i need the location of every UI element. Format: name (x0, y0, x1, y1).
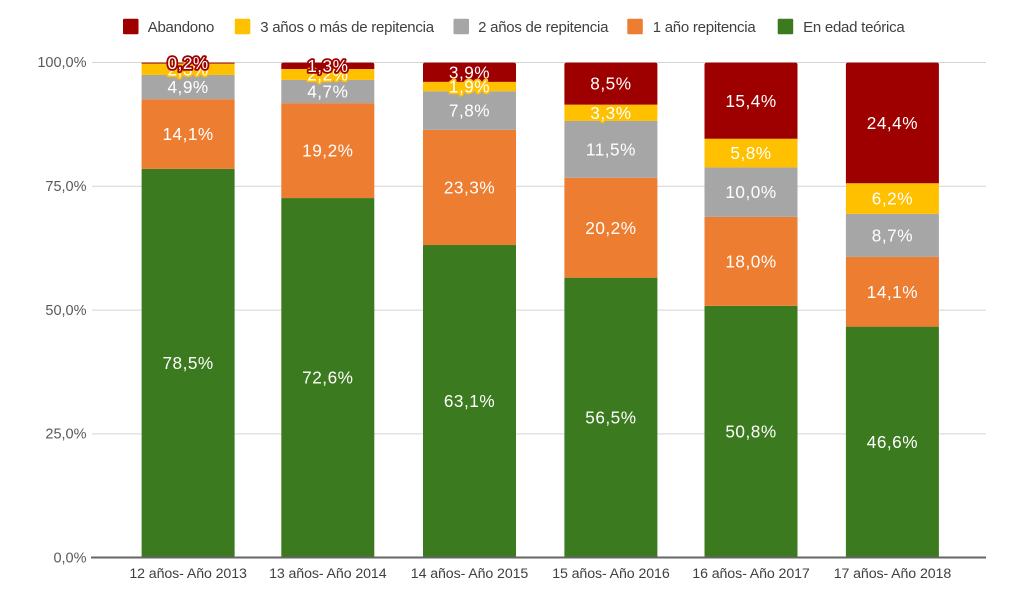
svg-text:11,5%: 11,5% (586, 140, 636, 160)
svg-text:En edad teórica: En edad teórica (803, 19, 905, 36)
svg-text:3 años o más de repitencia: 3 años o más de repitencia (260, 19, 435, 36)
svg-text:14,1%: 14,1% (162, 124, 213, 144)
svg-text:8,5%: 8,5% (590, 74, 631, 94)
svg-text:7,8%: 7,8% (449, 101, 490, 121)
svg-text:78,5%: 78,5% (162, 353, 213, 373)
svg-text:19,2%: 19,2% (302, 141, 353, 161)
svg-text:4,7%: 4,7% (307, 82, 348, 102)
svg-text:23,3%: 23,3% (444, 178, 495, 198)
svg-text:50,8%: 50,8% (725, 422, 776, 442)
svg-text:100,0%: 100,0% (37, 55, 86, 71)
svg-text:12 años- Año 2013: 12 años- Año 2013 (129, 566, 247, 582)
svg-text:8,7%: 8,7% (872, 226, 913, 246)
svg-text:0,0%: 0,0% (53, 550, 86, 566)
svg-text:56,5%: 56,5% (585, 407, 636, 427)
svg-text:2,3%: 2,3% (168, 59, 209, 79)
svg-text:Abandono: Abandono (148, 19, 214, 36)
svg-text:15,4%: 15,4% (725, 91, 776, 111)
svg-text:1,9%: 1,9% (449, 77, 490, 97)
svg-text:3,3%: 3,3% (590, 103, 631, 123)
svg-text:13 años- Año 2014: 13 años- Año 2014 (269, 566, 387, 582)
svg-text:0,2%: 0,2% (168, 53, 209, 73)
svg-text:63,1%: 63,1% (444, 391, 495, 411)
svg-text:18,0%: 18,0% (725, 251, 776, 271)
svg-text:6,2%: 6,2% (872, 189, 913, 209)
svg-text:72,6%: 72,6% (302, 368, 353, 388)
svg-text:14,1%: 14,1% (867, 282, 918, 302)
svg-text:10,0%: 10,0% (725, 182, 776, 202)
svg-text:2,2%: 2,2% (307, 65, 348, 85)
svg-text:20,2%: 20,2% (585, 218, 636, 238)
svg-text:3,9%: 3,9% (449, 62, 490, 82)
svg-text:1 año repitencia: 1 año repitencia (653, 19, 757, 36)
svg-text:46,6%: 46,6% (867, 432, 918, 452)
svg-text:16 años- Año 2017: 16 años- Año 2017 (692, 566, 810, 582)
svg-text:25,0%: 25,0% (45, 427, 86, 443)
svg-text:4,9%: 4,9% (168, 77, 209, 97)
svg-text:1,3%: 1,3% (307, 56, 348, 76)
svg-text:5,8%: 5,8% (730, 143, 771, 163)
svg-text:14 años- Año 2015: 14 años- Año 2015 (411, 566, 529, 582)
svg-text:50,0%: 50,0% (45, 303, 86, 319)
svg-text:2 años de repitencia: 2 años de repitencia (478, 19, 609, 36)
svg-text:17 años- Año 2018: 17 años- Año 2018 (834, 566, 952, 582)
svg-text:75,0%: 75,0% (45, 179, 86, 195)
svg-text:15 años- Año 2016: 15 años- Año 2016 (552, 566, 670, 582)
svg-text:24,4%: 24,4% (867, 113, 918, 133)
